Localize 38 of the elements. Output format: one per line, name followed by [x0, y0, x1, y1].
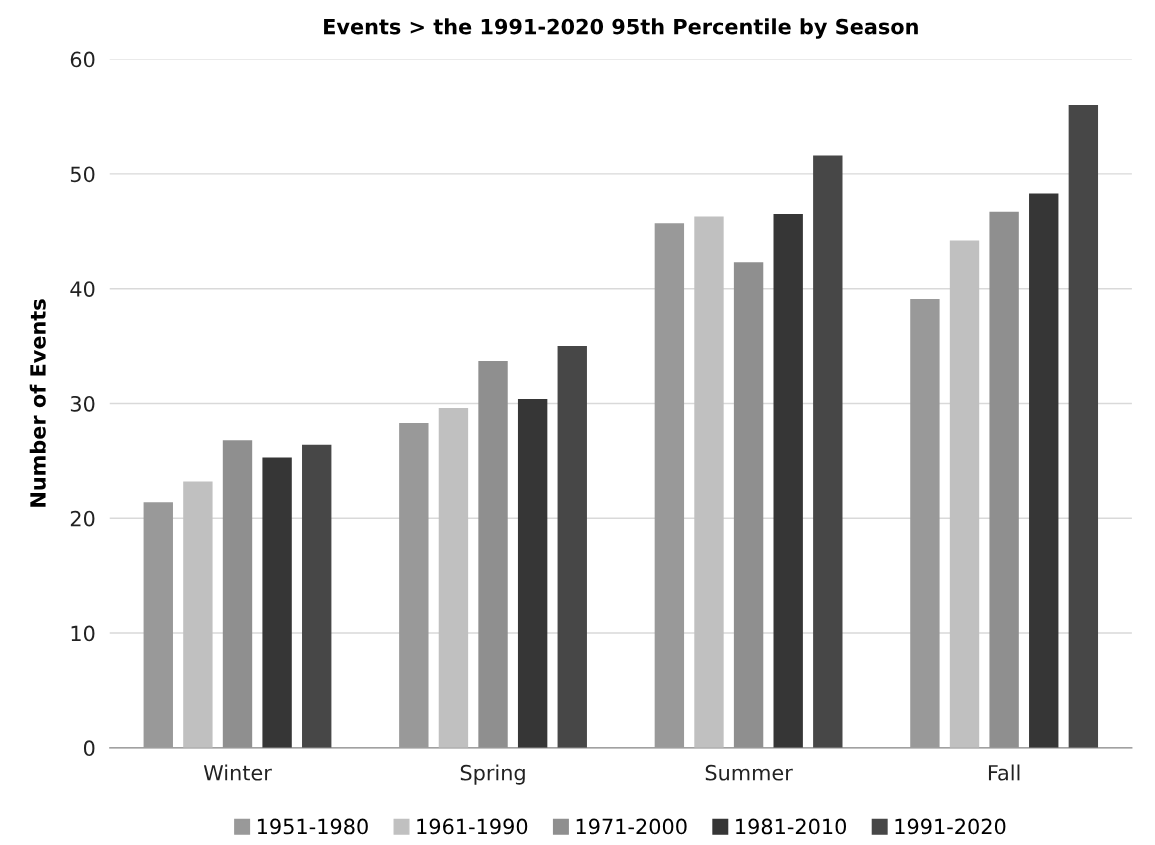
y-tick-label: 0 [83, 740, 95, 757]
bar [143, 502, 173, 748]
bar [517, 398, 548, 748]
chart-title: Events > the 1991-2020 95th Percentile by Season [324, 18, 918, 39]
x-tick-label: Summer [705, 764, 793, 781]
bar [438, 408, 469, 748]
legend-label: 1961-1990 [417, 818, 528, 835]
x-tick-label: Winter [203, 764, 272, 781]
legend-label: 1991-2020 [895, 818, 1006, 835]
y-tick-label: 30 [70, 395, 95, 412]
bar [302, 444, 332, 748]
x-tick-label: Spring [460, 764, 525, 785]
y-tick-label: 20 [70, 510, 95, 527]
y-tick-label: 40 [70, 281, 95, 297]
legend-label: 1951-1980 [257, 818, 368, 835]
bar [910, 299, 940, 748]
bar [399, 423, 429, 748]
bar [773, 214, 803, 748]
legend-label: 1981-2010 [736, 818, 847, 835]
bar [262, 457, 292, 748]
y-tick-label: 10 [71, 625, 95, 642]
bar [478, 361, 508, 748]
bar [733, 262, 764, 748]
y-tick-label: 60 [70, 51, 95, 68]
legend-label: 1971-2000 [576, 818, 687, 835]
bar [1068, 105, 1099, 748]
bar [222, 440, 253, 748]
bar [557, 346, 587, 748]
x-tick-label: Fall [988, 764, 1020, 781]
bar [694, 216, 724, 748]
bar [654, 223, 685, 748]
y-axis-title: Number of Events [29, 299, 46, 507]
bar [1029, 193, 1059, 748]
bar [949, 240, 980, 748]
bar [989, 211, 1019, 748]
y-tick-label: 50 [70, 166, 95, 183]
bar [183, 481, 213, 748]
bar [813, 155, 843, 748]
